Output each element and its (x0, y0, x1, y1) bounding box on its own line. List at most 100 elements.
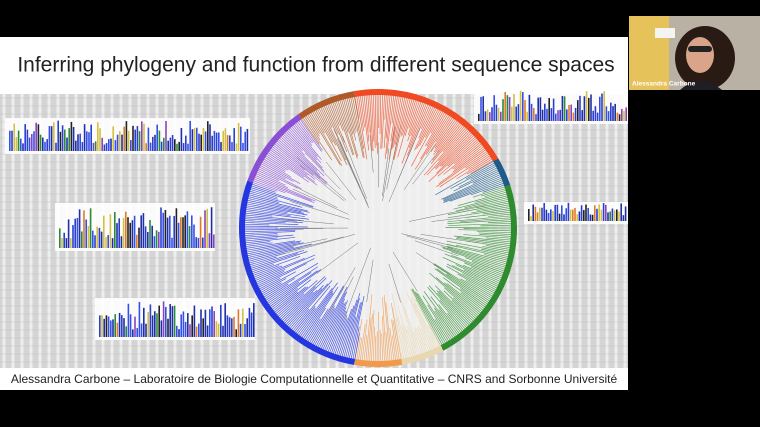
tree-branch (372, 326, 375, 364)
panel-bar (528, 208, 530, 221)
panel-bar (136, 126, 139, 151)
tree-branch (293, 120, 312, 144)
tree-branch (308, 285, 344, 345)
tree-branch (317, 105, 348, 166)
panel-bar (607, 111, 610, 121)
tree-branch (257, 163, 286, 180)
tree-inner (415, 252, 451, 276)
tree-branch (392, 319, 401, 363)
tree-branch (278, 134, 318, 171)
panel-bar (215, 132, 218, 151)
tree-branch (392, 307, 403, 362)
panel-bar (152, 136, 154, 151)
tree-branch (374, 335, 377, 364)
panel-bar (546, 108, 548, 121)
panel-bar (567, 202, 570, 221)
panel-bar (596, 112, 599, 121)
panel-bar (61, 125, 64, 151)
tree-branch (314, 107, 334, 143)
panel-bar (226, 135, 229, 151)
tree-branch (455, 264, 502, 287)
tree-branch (464, 262, 505, 280)
panel-bar (92, 230, 94, 248)
panel-bar (563, 214, 565, 221)
tree-branch (306, 112, 320, 134)
panel-bar (114, 212, 116, 248)
panel-bar (131, 220, 134, 248)
panel-bar (174, 139, 176, 151)
tree-branch (264, 152, 310, 183)
tree-branch (242, 221, 299, 226)
tree-branch (260, 262, 319, 298)
panel-bar (590, 94, 592, 121)
tree-branch (245, 243, 312, 261)
tree-branch (254, 270, 285, 286)
panel-bar (193, 224, 195, 248)
panel-bar (134, 316, 136, 337)
tree-branch (251, 177, 315, 204)
panel-bar (145, 143, 147, 151)
panel-bar (136, 234, 138, 248)
tree-inner (326, 161, 357, 201)
panel-bar (153, 236, 156, 248)
panel-bar (178, 141, 180, 151)
panel-bar (596, 208, 598, 221)
tree-branch (321, 303, 345, 352)
panel-bar (151, 225, 153, 248)
panel-bar (204, 210, 206, 248)
tree-branch (420, 328, 432, 354)
panel-bar (127, 217, 129, 248)
panel-bar (579, 95, 581, 121)
panel-bar (213, 311, 215, 337)
panel-bar (103, 144, 106, 151)
panel-bar (206, 325, 209, 337)
panel-bar (557, 110, 559, 121)
tree-branch (433, 263, 492, 303)
tree-branch (458, 229, 514, 232)
tree-branch (331, 99, 344, 131)
tree-branch (246, 193, 279, 203)
panel-bar (213, 234, 215, 248)
tree-branch (251, 265, 283, 279)
tree-branch (283, 129, 325, 172)
panel-bar (147, 232, 149, 248)
panel-bar (237, 309, 240, 337)
panel-bar (26, 129, 29, 151)
tree-branch (259, 160, 301, 185)
panel-bar (9, 130, 11, 151)
panel-bar (195, 237, 197, 248)
tree-branch (255, 258, 315, 288)
panel-bar (193, 128, 196, 151)
panel-bar (585, 204, 587, 221)
tree-branch (436, 134, 478, 174)
panel-bar (623, 110, 625, 121)
tree-branch (417, 324, 431, 354)
tree-arc (493, 158, 511, 187)
panel-bar (116, 322, 119, 337)
tree-branch (262, 283, 289, 301)
tree-branch (458, 166, 500, 188)
panel-bar (176, 325, 178, 337)
tree-branch (252, 254, 316, 282)
tree-branch (470, 182, 507, 196)
panel-bar (539, 207, 541, 221)
tree-branch (291, 285, 331, 334)
tree-branch (462, 264, 503, 283)
panel-bar (204, 309, 207, 337)
tree-branch (247, 188, 278, 198)
tree-branch (439, 299, 468, 332)
panel-bar (147, 127, 150, 151)
phylogenetic-tree (239, 89, 517, 367)
tree-branch (441, 133, 477, 167)
tree-branch (353, 94, 365, 149)
panel-bar (78, 209, 81, 248)
tree-branch (456, 244, 511, 258)
panel-bar (513, 93, 515, 121)
panel-bar (583, 210, 585, 221)
tree-inner (420, 234, 480, 244)
tree-branch (369, 92, 374, 152)
tree-branch (393, 95, 410, 160)
tree-branch (414, 332, 424, 357)
tree-branch (363, 92, 370, 142)
panel-bar (568, 104, 570, 121)
